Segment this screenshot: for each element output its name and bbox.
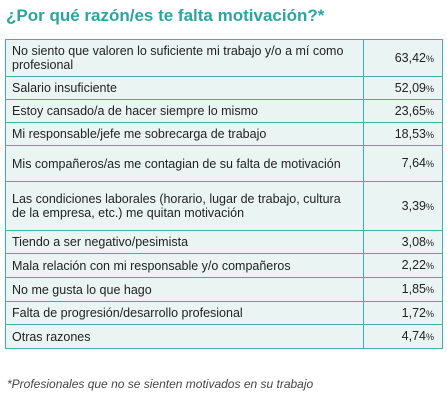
row-value: 52,09% (363, 76, 443, 100)
row-value: 7,64% (363, 145, 443, 182)
table-title: ¿Por qué razón/es te falta motivación?* (6, 6, 325, 25)
row-value: 4,74% (363, 324, 443, 349)
table-row: Falta de progresión/desarrollo profesion… (5, 301, 443, 325)
row-label: Mala relación con mi responsable y/o com… (5, 253, 364, 278)
row-label: Salario insuficiente (5, 76, 364, 100)
row-label: Las condiciones laborales (horario, luga… (5, 181, 364, 231)
value-number: 1,72 (401, 305, 426, 320)
row-value: 2,22% (363, 253, 443, 278)
value-unit: % (425, 106, 434, 117)
reasons-table: No siento que valoren lo suficiente mi t… (5, 39, 443, 349)
table-row: Mi responsable/jefe me sobrecarga de tra… (5, 122, 443, 146)
footnote: *Profesionales que no se sienten motivad… (7, 377, 314, 391)
row-value: 18,53% (363, 122, 443, 146)
row-value: 3,39% (363, 181, 443, 231)
value-number: 52,09 (394, 80, 426, 95)
value-number: 3,39 (401, 198, 426, 213)
row-label: Falta de progresión/desarrollo profesion… (5, 301, 364, 325)
value-unit: % (425, 201, 434, 212)
value-number: 3,08 (401, 234, 426, 249)
value-unit: % (425, 261, 434, 271)
value-unit: % (425, 159, 434, 169)
row-label: Mis compañeros/as me contagian de su fal… (5, 145, 364, 182)
table-row: Mala relación con mi responsable y/o com… (5, 253, 443, 278)
row-label: Otras razones (5, 324, 364, 349)
row-label: Tiendo a ser negativo/pesimista (5, 230, 364, 254)
table-row: No siento que valoren lo suficiente mi t… (5, 39, 443, 77)
row-value: 1,72% (363, 301, 443, 325)
value-number: 18,53 (394, 126, 426, 141)
row-label: Estoy cansado/a de hacer siempre lo mism… (5, 99, 364, 123)
value-number: 2,22 (401, 258, 426, 272)
value-unit: % (425, 308, 434, 319)
value-number: 1,85 (401, 282, 426, 296)
table-row: Salario insuficiente 52,09% (5, 76, 443, 100)
row-value: 3,08% (363, 230, 443, 254)
value-unit: % (425, 237, 434, 248)
value-unit: % (425, 53, 434, 64)
value-number: 4,74 (401, 329, 426, 343)
row-label: No me gusta lo que hago (5, 277, 364, 302)
table-row: Mis compañeros/as me contagian de su fal… (5, 145, 443, 182)
value-unit: % (425, 129, 434, 140)
value-number: 23,65 (394, 103, 426, 118)
table-row: Tiendo a ser negativo/pesimista 3,08% (5, 230, 443, 254)
value-unit: % (425, 285, 434, 295)
row-label: No siento que valoren lo suficiente mi t… (5, 39, 364, 77)
value-number: 63,42 (394, 50, 426, 65)
row-value: 63,42% (363, 39, 443, 77)
value-number: 7,64 (401, 156, 426, 170)
table-row: Las condiciones laborales (horario, luga… (5, 181, 443, 231)
table-row: Otras razones 4,74% (5, 324, 443, 349)
value-unit: % (425, 332, 434, 342)
value-unit: % (425, 83, 434, 94)
table-row: Estoy cansado/a de hacer siempre lo mism… (5, 99, 443, 123)
table-row: No me gusta lo que hago 1,85% (5, 277, 443, 302)
row-label: Mi responsable/jefe me sobrecarga de tra… (5, 122, 364, 146)
row-value: 23,65% (363, 99, 443, 123)
row-value: 1,85% (363, 277, 443, 302)
